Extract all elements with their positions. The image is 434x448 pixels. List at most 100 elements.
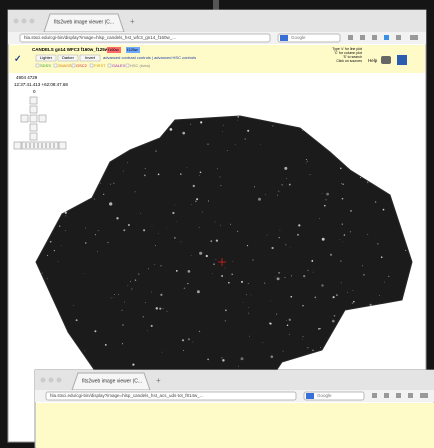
window-button[interactable]	[40, 377, 46, 383]
button[interactable]	[35, 54, 57, 62]
star	[319, 328, 321, 330]
window-button[interactable]	[56, 377, 62, 383]
star	[166, 227, 167, 229]
url-bar[interactable]	[45, 391, 297, 401]
star	[321, 193, 323, 194]
star	[249, 335, 250, 337]
star	[331, 319, 335, 323]
print-icon[interactable]	[381, 56, 391, 64]
star	[237, 365, 239, 367]
new-tab[interactable]: +	[130, 17, 135, 26]
star	[200, 121, 203, 124]
hint: 'C' for column plot	[334, 51, 362, 55]
star	[291, 275, 293, 277]
star	[285, 244, 287, 246]
star	[145, 302, 146, 303]
advanced-links[interactable]: advanced contrast controls | advanced HS…	[103, 55, 196, 60]
star	[289, 247, 291, 248]
help[interactable]: Help	[368, 58, 378, 63]
hint: Type 'c' for line plot	[332, 47, 362, 51]
star	[172, 211, 175, 215]
checkbox[interactable]	[53, 63, 58, 68]
star	[240, 357, 244, 361]
logo: ✓	[14, 53, 22, 63]
star	[270, 355, 274, 358]
save-icon[interactable]	[397, 55, 407, 65]
star	[342, 183, 344, 185]
checkbox[interactable]	[125, 63, 130, 68]
star	[174, 237, 176, 239]
hint: Click on sources	[336, 59, 362, 63]
star	[159, 307, 162, 310]
star	[269, 322, 272, 325]
star	[196, 290, 200, 294]
star	[210, 240, 213, 243]
star	[282, 350, 284, 352]
star	[352, 300, 355, 303]
star	[97, 251, 98, 252]
star	[225, 309, 227, 312]
star	[186, 166, 188, 168]
button[interactable]	[79, 54, 101, 62]
nav-buttons[interactable]	[13, 96, 67, 150]
star	[140, 212, 141, 214]
toolbar-icons[interactable]	[372, 393, 428, 398]
star	[367, 233, 369, 235]
star	[191, 204, 192, 205]
star	[107, 241, 109, 244]
star	[192, 341, 194, 343]
star	[154, 264, 156, 265]
search-icon	[306, 393, 314, 399]
star	[339, 239, 341, 240]
star	[72, 305, 74, 306]
star	[341, 223, 343, 225]
checkbox[interactable]	[71, 63, 76, 68]
star	[248, 312, 250, 314]
search-bar[interactable]	[303, 391, 365, 401]
star	[279, 229, 281, 231]
star	[286, 319, 287, 321]
star	[290, 295, 293, 298]
star	[306, 160, 308, 162]
star	[224, 267, 226, 269]
checkbox[interactable]	[89, 63, 94, 68]
star	[288, 183, 291, 186]
star	[147, 268, 149, 270]
star	[277, 194, 279, 196]
star	[237, 119, 239, 121]
window-button[interactable]	[29, 18, 35, 24]
star	[224, 320, 227, 322]
star	[384, 281, 386, 283]
star	[75, 319, 78, 322]
button[interactable]	[57, 54, 79, 62]
window-button[interactable]	[48, 377, 54, 383]
star	[122, 170, 124, 172]
new-tab[interactable]: +	[156, 376, 161, 385]
star	[175, 270, 178, 272]
star	[122, 324, 124, 326]
checkbox[interactable]	[35, 63, 40, 68]
zoom: 0	[33, 89, 36, 94]
star	[257, 197, 262, 201]
window-button[interactable]	[21, 18, 27, 24]
star	[113, 294, 115, 296]
star	[312, 349, 314, 352]
button-label: Invert	[85, 55, 96, 60]
star	[264, 282, 266, 284]
sky-mosaic[interactable]	[35, 115, 413, 399]
star	[59, 225, 61, 227]
star	[83, 272, 85, 274]
star	[246, 245, 249, 247]
star	[97, 229, 99, 231]
blue-filter[interactable]	[126, 47, 140, 53]
star	[110, 297, 112, 299]
toolbar-icons[interactable]	[348, 35, 418, 40]
checkbox[interactable]	[107, 63, 112, 68]
star	[94, 234, 97, 236]
red-filter[interactable]	[107, 47, 121, 53]
window-button[interactable]	[13, 18, 19, 24]
star	[53, 249, 56, 252]
search-bar[interactable]	[277, 33, 341, 43]
star	[254, 186, 255, 188]
url-bar[interactable]	[19, 33, 271, 43]
